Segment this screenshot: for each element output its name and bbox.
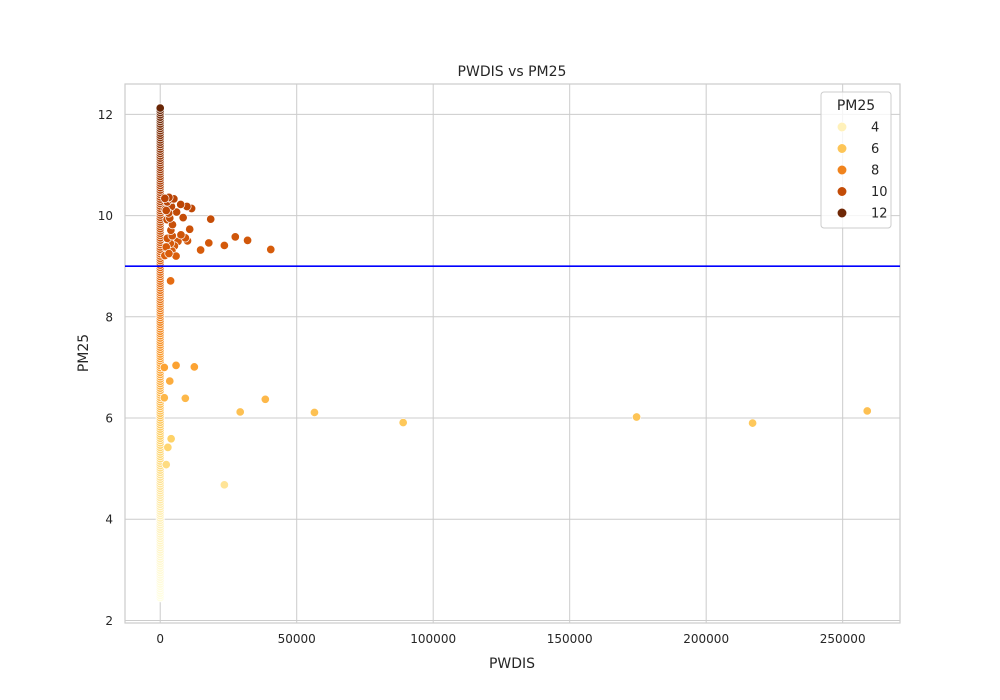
data-point xyxy=(398,418,408,428)
data-point xyxy=(163,442,173,452)
data-point xyxy=(309,407,320,418)
data-point xyxy=(243,235,253,245)
data-point xyxy=(219,480,229,490)
data-point xyxy=(176,230,186,240)
legend-label: 4 xyxy=(871,121,879,136)
x-tick-label: 200000 xyxy=(683,632,729,646)
data-point xyxy=(206,214,216,224)
data-point xyxy=(219,240,229,250)
data-point xyxy=(178,213,188,223)
y-tick-label: 2 xyxy=(105,614,113,628)
axis-ticks: 0 50000 100000 150000 200000 250000 2 4 6 8 10 12 xyxy=(98,108,866,646)
x-tick-label: 100000 xyxy=(410,632,456,646)
grid-lines xyxy=(125,84,900,623)
legend-marker xyxy=(836,186,848,197)
data-point xyxy=(632,412,642,422)
data-point xyxy=(185,224,195,234)
legend-marker xyxy=(836,164,848,176)
legend-title: PM25 xyxy=(837,98,875,114)
x-axis-label: PWDIS xyxy=(489,656,535,672)
data-point xyxy=(161,460,171,470)
chart-title: PWDIS vs PM25 xyxy=(458,64,567,80)
legend-label: 12 xyxy=(871,207,888,222)
data-point xyxy=(171,360,181,370)
data-point xyxy=(862,406,872,416)
data-point xyxy=(159,362,169,372)
legend-marker xyxy=(836,143,848,154)
legend-marker xyxy=(836,207,848,219)
y-tick-label: 10 xyxy=(98,209,113,223)
x-tick-label: 50000 xyxy=(278,632,316,646)
data-point xyxy=(160,193,170,203)
data-point xyxy=(155,103,165,113)
data-point xyxy=(204,238,214,248)
y-tick-label: 12 xyxy=(98,108,113,122)
y-tick-label: 8 xyxy=(105,310,113,324)
data-point xyxy=(164,248,174,259)
x-tick-label: 0 xyxy=(156,632,164,646)
legend-label: 10 xyxy=(871,185,888,200)
legend-entries: 4 6 8 10 12 xyxy=(836,121,888,222)
data-point xyxy=(196,245,206,255)
y-axis-label: PM25 xyxy=(76,334,92,372)
plot-area xyxy=(124,83,901,624)
data-point xyxy=(161,205,171,216)
data-point xyxy=(159,393,169,403)
data-point xyxy=(235,407,245,417)
data-point xyxy=(748,418,758,428)
y-tick-label: 6 xyxy=(105,412,113,426)
legend-marker xyxy=(836,121,848,133)
data-point xyxy=(165,376,175,386)
y-tick-label: 4 xyxy=(105,513,113,527)
legend: PM25 4 6 8 10 12 xyxy=(820,91,892,229)
data-point xyxy=(176,199,186,210)
data-point xyxy=(189,362,199,372)
data-point xyxy=(166,276,176,286)
x-tick-label: 250000 xyxy=(820,632,866,646)
legend-label: 8 xyxy=(871,164,879,179)
data-point xyxy=(166,434,176,444)
scatter-points xyxy=(155,103,872,603)
data-point xyxy=(260,394,270,404)
data-point xyxy=(230,232,240,242)
legend-label: 6 xyxy=(871,142,879,157)
data-point xyxy=(180,393,190,403)
x-tick-label: 150000 xyxy=(547,632,593,646)
data-point xyxy=(266,244,276,255)
